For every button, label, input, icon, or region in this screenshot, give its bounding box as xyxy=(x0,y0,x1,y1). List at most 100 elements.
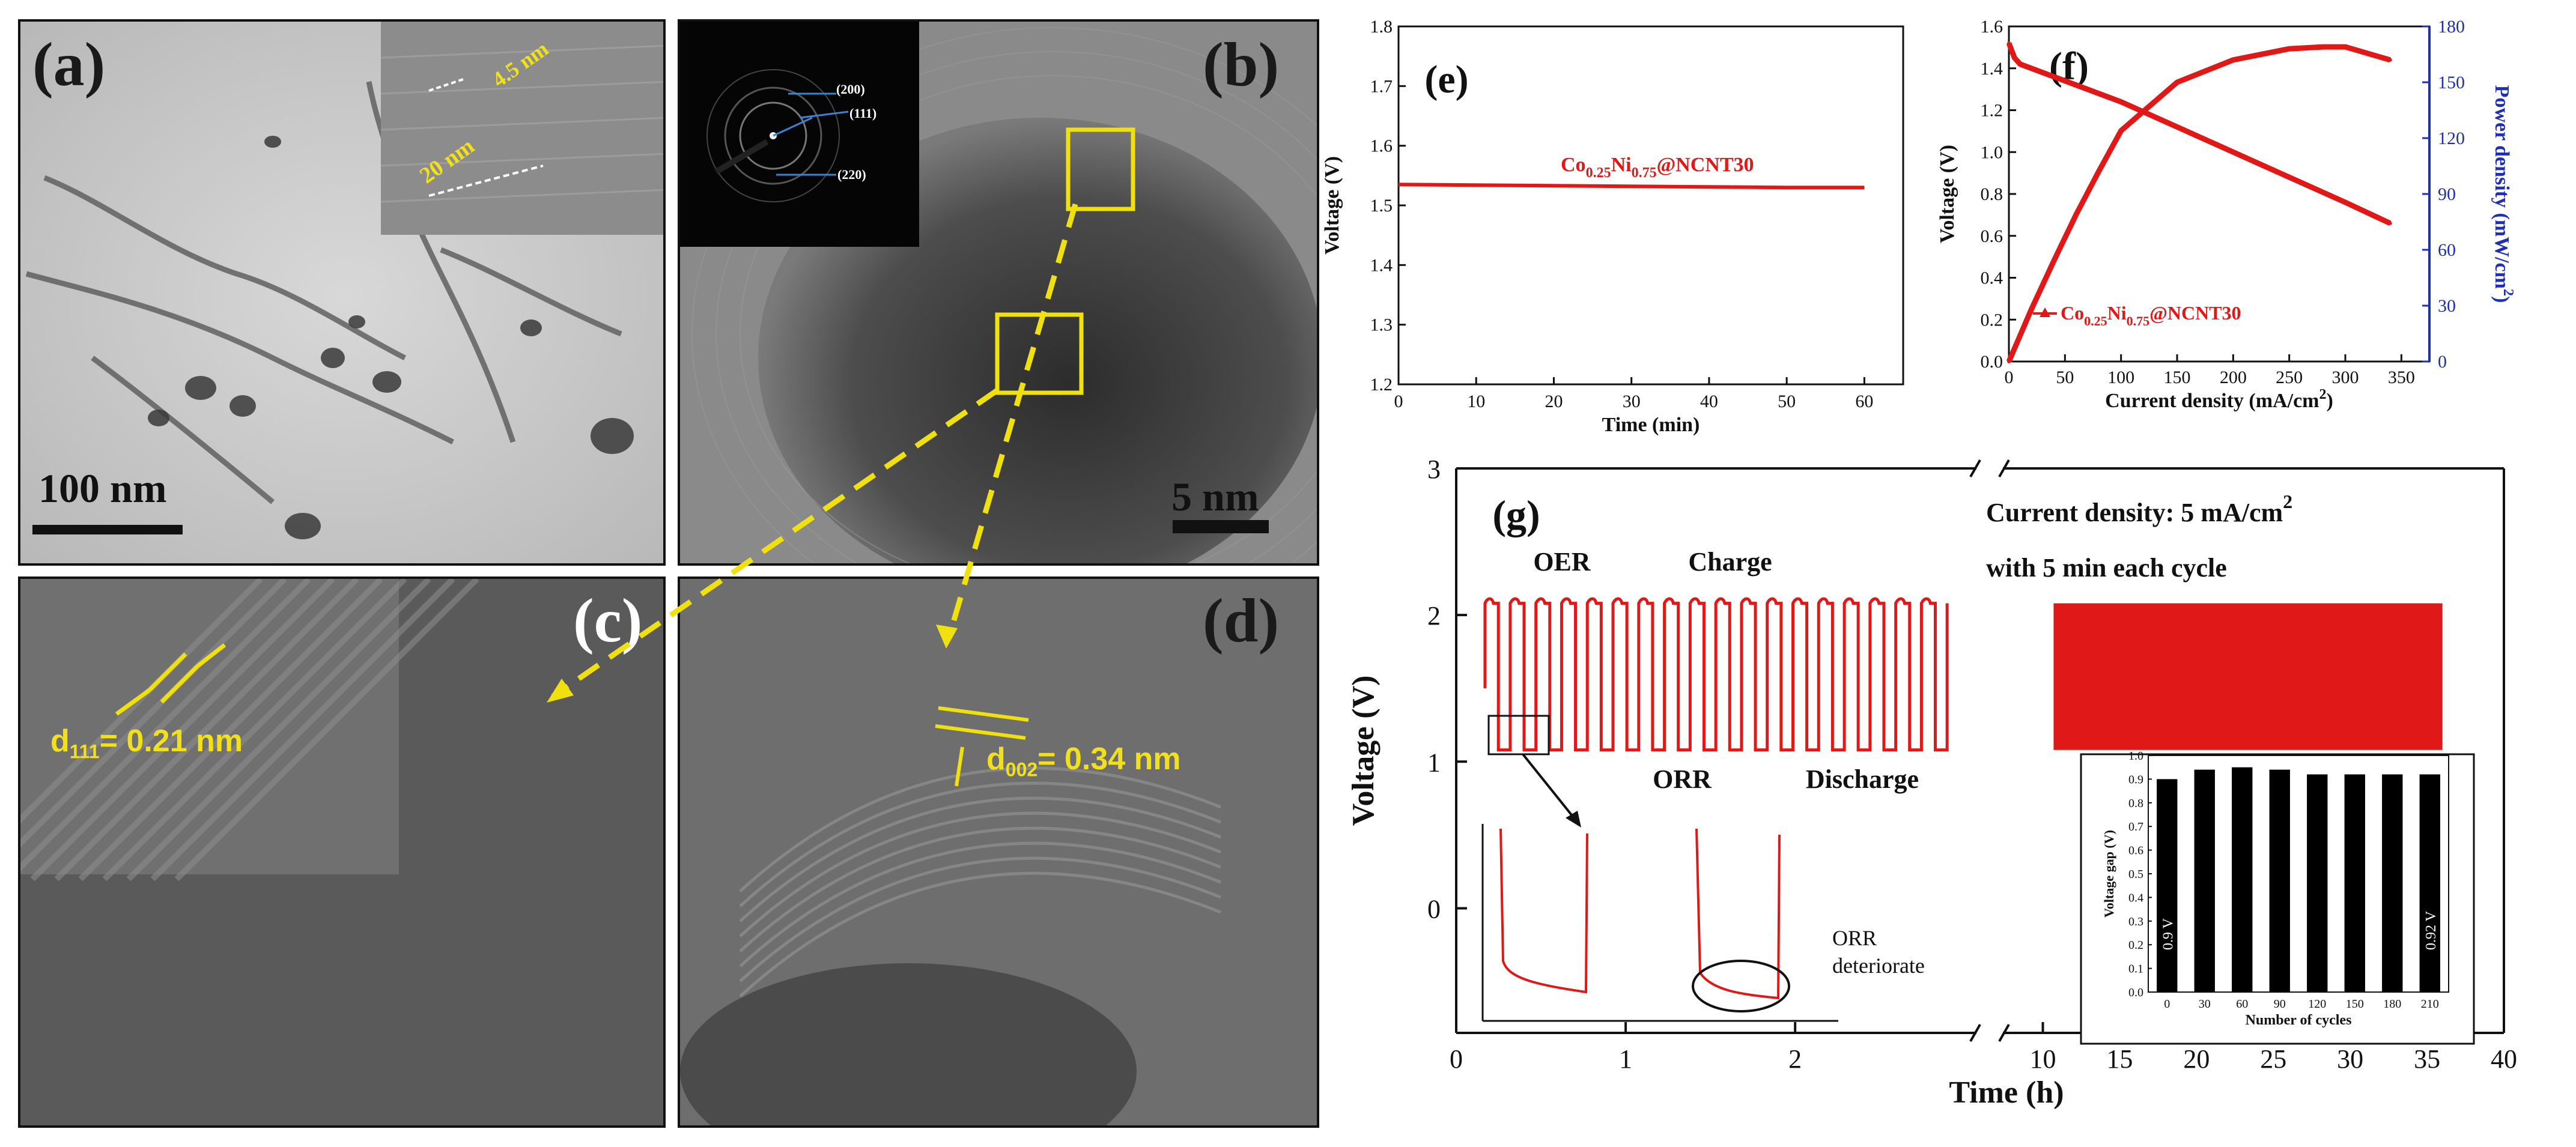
axis-break-mark xyxy=(1998,1024,2010,1042)
inset-y-tick-label: 1.0 xyxy=(2128,749,2143,763)
axis-break-mark xyxy=(1969,459,1981,477)
inset-y-tick-label: 0.4 xyxy=(2128,891,2143,904)
data-point-f-1 xyxy=(2119,129,2123,133)
x-axis-label-e: Time (min) xyxy=(1602,414,1700,436)
data-point-f-0 xyxy=(2097,91,2101,95)
x-tick-label-g: 0 xyxy=(1450,1044,1463,1074)
panel-label-b: (b) xyxy=(1203,30,1280,99)
x-tick-label-g: 30 xyxy=(2337,1044,2363,1074)
inset-bar xyxy=(2307,774,2328,992)
legend-f-sub2: 0.75 xyxy=(2127,313,2150,328)
series-label-e-main: Co xyxy=(1561,154,1586,176)
x-tick-label-e: 50 xyxy=(1778,392,1796,411)
x-tick-label-f: 200 xyxy=(2220,368,2247,387)
data-point-f-1 xyxy=(2029,307,2034,312)
y-tick-label-e: 1.8 xyxy=(1370,17,1393,37)
inset-bar xyxy=(2344,774,2365,992)
y-tick-label-f: 0.2 xyxy=(1981,310,2003,330)
d-symbol-d: d xyxy=(986,742,1006,776)
data-point-f-0 xyxy=(2012,56,2017,60)
data-point-e xyxy=(1864,187,1865,188)
annotation-oer: OER xyxy=(1533,547,1591,577)
data-point-f-1 xyxy=(2052,259,2056,263)
legend-f-tail: @NCNT30 xyxy=(2149,302,2241,324)
y-tick-label-g: 3 xyxy=(1427,455,1441,484)
inset-y-tick-label: 0.3 xyxy=(2128,915,2143,928)
inset-x-tick-label: 210 xyxy=(2421,997,2439,1011)
legend-f-main: Co xyxy=(2061,302,2084,324)
series-label-e-tail: @NCNT30 xyxy=(1657,154,1754,176)
d-spacing-d: d002= 0.34 nm xyxy=(986,741,1181,781)
x-tick-label-g: 2 xyxy=(1788,1044,1802,1074)
annotation-current-density: Current density: 5 mA/cm2 xyxy=(1986,491,2292,527)
x-tick-label-e: 20 xyxy=(1545,392,1563,411)
panel-label-e: (e) xyxy=(1424,58,1468,101)
zoom-box xyxy=(1487,715,1550,755)
x-tick-label-f: 0 xyxy=(2005,368,2014,387)
annotation-charge: Charge xyxy=(1688,547,1772,577)
inset-y-tick-label: 0.2 xyxy=(2128,939,2143,952)
micrograph-a-image xyxy=(20,22,663,563)
d-value-c: = 0.21 nm xyxy=(99,724,243,758)
y2-axis-label-f-main: Power density (mW/cm xyxy=(2491,85,2513,289)
x-axis-label-f-tail: ) xyxy=(2327,390,2333,412)
y-tick-label-e: 1.2 xyxy=(1370,375,1393,395)
x-tick-label-e: 60 xyxy=(1855,392,1873,411)
annotation-current-main: Current density: 5 mA/cm xyxy=(1986,498,2283,527)
data-point-f-1 xyxy=(2007,360,2011,363)
data-point-f-0 xyxy=(2388,221,2392,225)
y2-axis-label-f-tail: ) xyxy=(2491,296,2513,303)
y-tick-label-e: 1.4 xyxy=(1370,255,1393,275)
data-point-f-1 xyxy=(2231,58,2235,62)
zoom-curve-2 xyxy=(1695,828,1781,1000)
y2-tick-label-f: 30 xyxy=(2438,296,2456,316)
inset-bar-label-last: 0.92 V xyxy=(2423,910,2439,950)
legend-f-mid: Ni xyxy=(2107,302,2127,324)
data-point-f-0 xyxy=(2018,62,2022,66)
inset-x-tick-label: 180 xyxy=(2383,997,2401,1011)
y-tick-label-e: 1.5 xyxy=(1370,196,1393,216)
y-tick-label-e: 1.7 xyxy=(1370,76,1393,96)
d-value-d: = 0.34 nm xyxy=(1037,742,1181,776)
x-tick-label-e: 30 xyxy=(1623,392,1641,411)
x-axis-label-f-main: Current density (mA/cm xyxy=(2105,390,2319,412)
inset-bar xyxy=(2419,774,2440,992)
inset-x-tick-label: 30 xyxy=(2199,997,2211,1011)
data-point-f-1 xyxy=(2175,80,2179,84)
panel-label-g: (g) xyxy=(1492,492,1540,537)
y-tick-label-f: 0.0 xyxy=(1981,352,2003,372)
data-point-f-0 xyxy=(2344,200,2347,204)
orr-highlight-ellipse xyxy=(1692,960,1790,1012)
series-label-e-sub1: 0.25 xyxy=(1586,165,1611,181)
zoom-arrow xyxy=(1522,753,1575,819)
micrograph-d: (d) d002= 0.34 nm xyxy=(678,577,1319,1128)
inset-x-tick-label: 0 xyxy=(2164,997,2170,1011)
y2-tick-label-f: 150 xyxy=(2438,73,2465,92)
inset-bar xyxy=(2232,767,2253,992)
data-point-f-0 xyxy=(2007,41,2011,45)
panel-label-d: (d) xyxy=(1203,586,1280,655)
saed-ring-200: (200) xyxy=(836,82,865,97)
inset-y-tick-label: 0.9 xyxy=(2128,773,2143,786)
y-axis-label-g: Voltage (V) xyxy=(1346,676,1381,826)
x-tick-label-g: 20 xyxy=(2183,1044,2210,1074)
y2-tick-label-f: 90 xyxy=(2438,184,2456,204)
saed-ring-111: (111) xyxy=(849,106,877,121)
x-axis-label-g: Time (h) xyxy=(1949,1076,2064,1110)
data-point-f-1 xyxy=(2388,58,2392,62)
scale-bar-label-b: 5 nm xyxy=(1171,474,1259,519)
saed-ring-220: (220) xyxy=(837,167,866,182)
inset-bar xyxy=(2382,774,2403,992)
cycling-band-right xyxy=(2053,603,2443,750)
y-tick-label-f: 1.2 xyxy=(1981,101,2003,121)
annotation-current-sup: 2 xyxy=(2283,491,2292,512)
data-point-f-0 xyxy=(2029,66,2034,70)
data-point-f-1 xyxy=(2074,213,2078,217)
y2-axis-label-f-sup: 2 xyxy=(2500,289,2516,296)
y-tick-label-f: 0.8 xyxy=(1981,184,2003,204)
annotation-discharge: Discharge xyxy=(1806,764,1919,794)
y-tick-label-g: 1 xyxy=(1427,748,1441,777)
data-point-f-0 xyxy=(2231,150,2235,154)
d-symbol-c: d xyxy=(50,724,70,758)
